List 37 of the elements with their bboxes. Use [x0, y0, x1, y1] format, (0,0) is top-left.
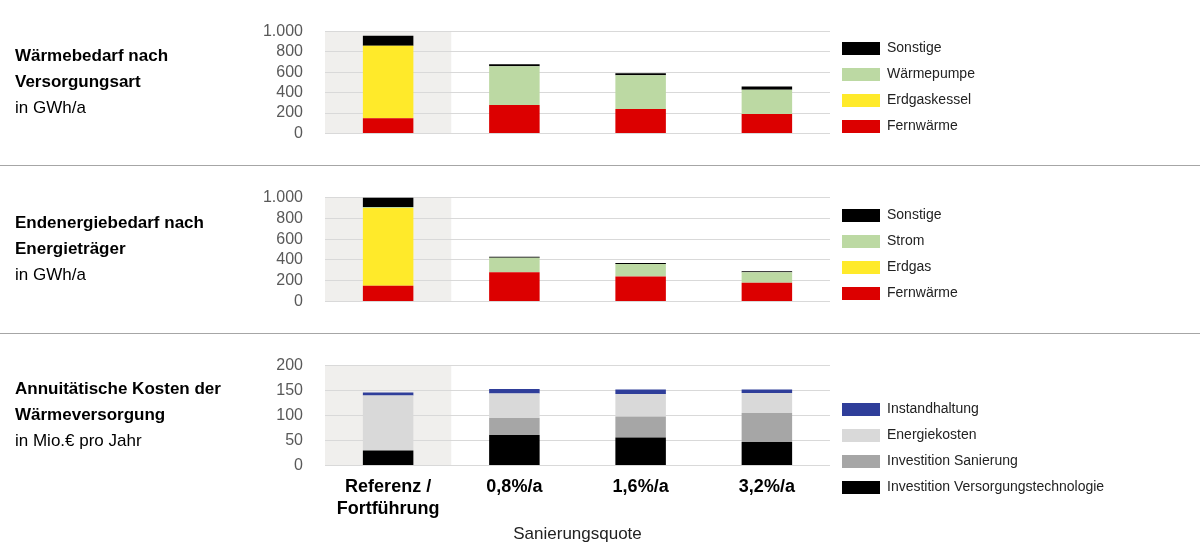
legend-label: Sonstige [887, 206, 942, 223]
legend-label: Investition Sanierung [887, 452, 1018, 469]
x-axis-title: Sanierungsquote [513, 524, 642, 544]
legend-label: Erdgas [887, 258, 932, 275]
y-tick-label: 0 [294, 123, 304, 141]
legend-label: Wärmepumpe [887, 65, 976, 82]
x-tick-label: 3,2%/a [738, 476, 796, 497]
y-tick-label: 800 [276, 208, 304, 226]
legend-label: Energiekosten [887, 426, 977, 443]
y-tick-label: 600 [276, 62, 304, 80]
x-tick-label: Referenz / Fortführung [336, 476, 440, 518]
y-tick-label: 50 [285, 430, 304, 448]
legend-label: Sonstige [887, 39, 942, 56]
y-tick-label: 200 [276, 103, 304, 121]
y-tick-label: 100 [276, 405, 304, 423]
y-axis-title: in Mio.€ pro Jahr [15, 431, 142, 451]
legend-label: Erdgaskessel [887, 91, 972, 108]
legend-label: Fernwärme [887, 284, 959, 301]
y-tick-label: 200 [276, 271, 304, 289]
y-tick-label: 400 [276, 83, 304, 101]
y-tick-label: 400 [276, 250, 304, 268]
legend-label: Instandhaltung [887, 400, 979, 417]
y-tick-label: 800 [276, 42, 304, 60]
y-axis-title: in GWh/a [15, 265, 87, 285]
y-axis-title: in GWh/a [15, 98, 87, 118]
legend-label: Strom [887, 232, 925, 249]
y-tick-label: 200 [276, 356, 304, 374]
x-tick-label: 0,8%/a [486, 476, 544, 497]
legend-label: Fernwärme [887, 117, 959, 134]
y-tick-label: 150 [276, 380, 304, 398]
x-tick-label: 1,6%/a [612, 476, 670, 497]
y-tick-label: 0 [294, 455, 304, 473]
y-tick-label: 1.000 [262, 22, 304, 40]
y-tick-label: 0 [294, 291, 304, 309]
y-tick-label: 600 [276, 229, 304, 247]
y-tick-label: 1.000 [262, 188, 304, 206]
legend-label: Investition Versorgungstechnologie [887, 478, 1105, 495]
